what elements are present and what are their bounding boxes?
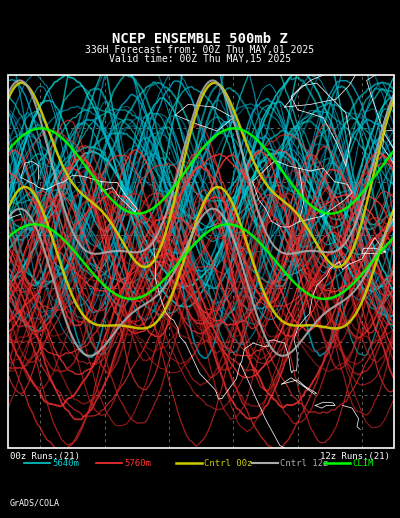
Text: Cntrl 00z: Cntrl 00z: [204, 458, 252, 468]
Text: 5640m: 5640m: [52, 458, 79, 468]
Bar: [8, 75, 394, 448]
Text: NCEP ENSEMBLE 500mb Z: NCEP ENSEMBLE 500mb Z: [112, 32, 288, 46]
Text: Valid time: 00Z Thu MAY,15 2025: Valid time: 00Z Thu MAY,15 2025: [109, 54, 291, 64]
Text: CLIM: CLIM: [352, 458, 374, 468]
Text: 00z Runs:(21): 00z Runs:(21): [10, 452, 80, 461]
Text: 336H Forecast from: 00Z Thu MAY,01 2025: 336H Forecast from: 00Z Thu MAY,01 2025: [86, 46, 314, 55]
Text: GrADS/COLA: GrADS/COLA: [10, 499, 60, 508]
Text: Cntrl 12z: Cntrl 12z: [280, 458, 328, 468]
Text: 12z Runs:(21): 12z Runs:(21): [320, 452, 390, 461]
Text: 5760m: 5760m: [124, 458, 151, 468]
